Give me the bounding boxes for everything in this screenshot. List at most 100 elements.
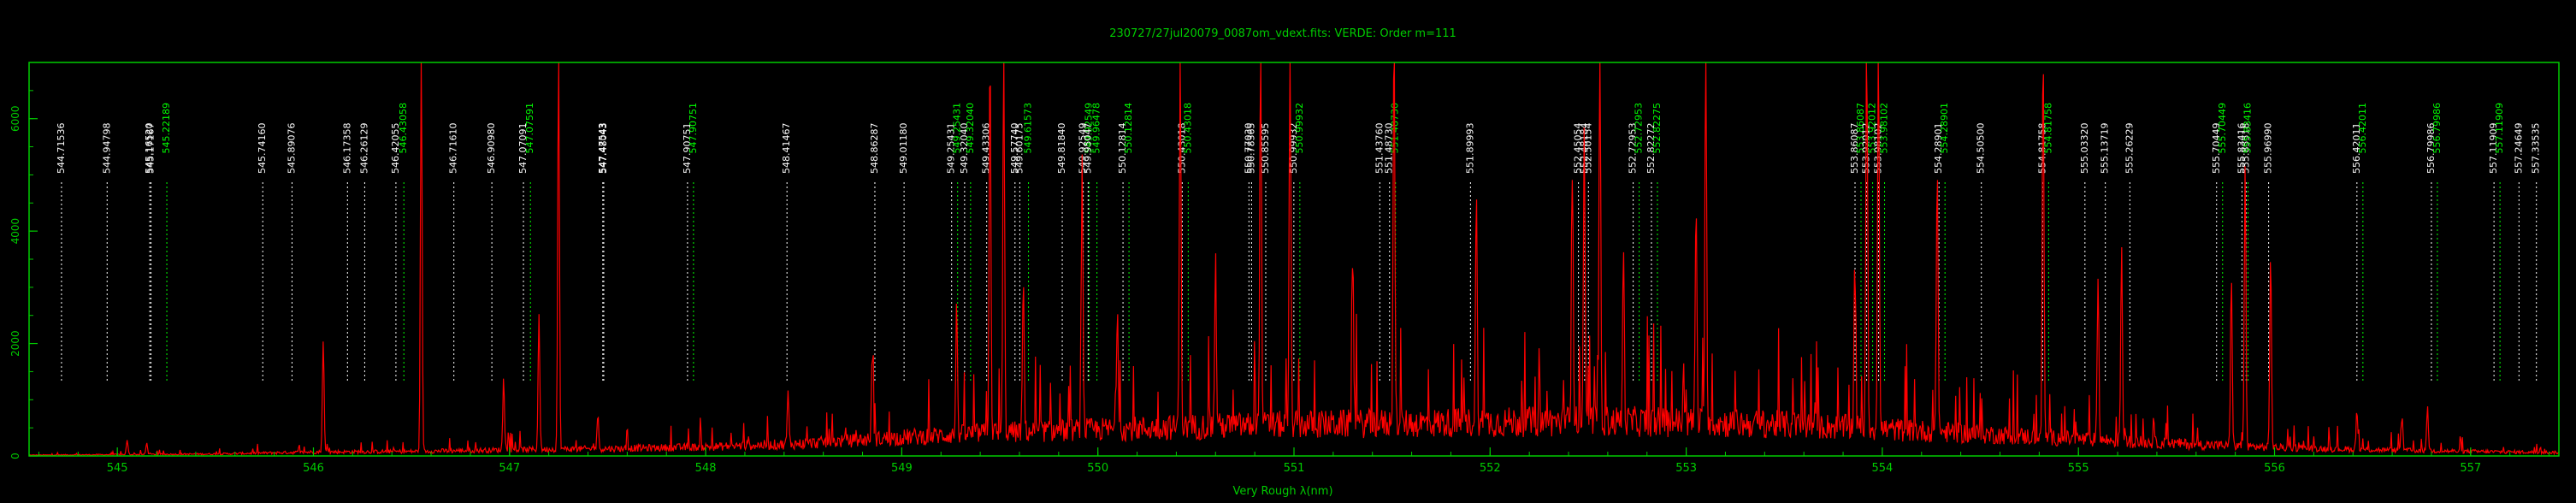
x-tick-label: 556 <box>2264 462 2285 475</box>
line-id-label: 552.82272 <box>1645 123 1657 175</box>
line-id-label: 552.72953 <box>1628 123 1639 175</box>
x-tick-label: 555 <box>2068 462 2089 475</box>
line-id-label: 545.16520 <box>144 123 155 175</box>
line-id-label: 549.92549 <box>1078 123 1089 175</box>
axis-ticks: 545 546 547 548 549 550 551 552 553 554 555 556 557 0… <box>9 90 2550 475</box>
x-tick-label: 554 <box>1871 462 1893 475</box>
line-id-label: 544.71536 <box>56 123 67 175</box>
line-id-label: 550.12814 <box>1123 103 1134 154</box>
line-id-label: 555.03320 <box>2079 123 2090 175</box>
line-id-label: 550.43018 <box>1176 123 1187 175</box>
line-id-label: 554.28901 <box>1939 103 1950 154</box>
x-tick-label: 546 <box>303 462 324 475</box>
line-id-label: 549.95047 <box>1082 123 1093 175</box>
line-id-label: 549.25431 <box>946 123 957 175</box>
line-id-label: 546.71610 <box>448 123 459 175</box>
line-id-label: 547.07591 <box>524 103 535 154</box>
line-id-label: 552.50154 <box>1582 123 1593 175</box>
line-id-label: 549.25431 <box>952 103 963 154</box>
line-id-label: 544.94798 <box>101 123 112 175</box>
line-id-label: 549.61573 <box>1023 103 1034 154</box>
line-id-label: 557.33535 <box>2531 123 2542 175</box>
line-id-label: 549.32040 <box>959 123 970 175</box>
line-id-label: 553.86087 <box>1855 103 1866 154</box>
line-id-label: 545.22189 <box>161 103 172 154</box>
line-id-label: 554.28901 <box>1933 123 1944 175</box>
line-id-label: 548.41467 <box>781 123 792 175</box>
line-id-label: 547.47543 <box>597 123 608 175</box>
line-id-label: 555.70449 <box>2211 123 2222 175</box>
spectrum-series <box>28 62 2560 457</box>
line-id-label: 547.90751 <box>682 123 693 175</box>
line-id-label: 549.57740 <box>1009 123 1020 175</box>
line-id-label: 545.89076 <box>286 123 297 175</box>
line-id-label: 553.98102 <box>1879 103 1890 154</box>
line-id-label: 548.86287 <box>869 122 880 174</box>
line-id-label: 551.89993 <box>1464 123 1475 175</box>
x-tick-label: 550 <box>1087 462 1108 475</box>
y-tick-label: 6000 <box>9 105 21 132</box>
line-id-label: 556.79986 <box>2425 123 2437 175</box>
line-id-label: 549.01180 <box>898 123 909 175</box>
line-id-label: 550.77030 <box>1243 123 1254 175</box>
line-id-label: 555.13719 <box>2100 123 2111 175</box>
x-tick-label: 552 <box>1480 462 1501 475</box>
line-id-label: 555.83416 <box>2236 123 2247 175</box>
line-id-label: 549.81840 <box>1056 123 1067 175</box>
line-id-label: 547.48043 <box>598 123 609 175</box>
line-id-label: 552.45054 <box>1573 123 1584 175</box>
line-id-label: 545.74160 <box>257 123 268 175</box>
line-id-label: 557.24649 <box>2513 123 2524 175</box>
line-id-label: 546.43058 <box>398 103 409 154</box>
line-id-label: 552.72953 <box>1634 103 1645 154</box>
x-tick-label: 547 <box>499 462 520 475</box>
line-id-label: 550.78365 <box>1245 123 1256 175</box>
line-id-label: 546.17358 <box>341 123 352 175</box>
line-id-label: 550.99932 <box>1294 103 1305 154</box>
line-id-label: 556.79986 <box>2431 103 2443 154</box>
y-tick-label: 4000 <box>9 218 21 245</box>
x-tick-label: 557 <box>2460 462 2481 475</box>
line-id-label: 555.85518 <box>2240 123 2251 175</box>
x-tick-label: 553 <box>1675 462 1697 475</box>
line-id-label: 547.90751 <box>688 103 699 154</box>
line-id-label: 555.96990 <box>2263 123 2274 175</box>
x-tick-label: 549 <box>891 462 913 475</box>
x-axis-label: Very Rough λ(nm) <box>1232 485 1332 498</box>
line-id-label: 551.43760 <box>1374 123 1385 175</box>
line-id-label: 555.70449 <box>2217 103 2228 154</box>
x-tick-label: 548 <box>695 462 717 475</box>
line-id-label: 554.81758 <box>2042 103 2053 154</box>
x-tick-label: 545 <box>107 462 128 475</box>
y-tick-label: 2000 <box>9 330 21 357</box>
line-id-label: 549.92549 <box>1084 103 1095 154</box>
y-tick-label: 0 <box>9 453 21 459</box>
line-id-label: 546.26129 <box>358 123 369 175</box>
line-id-label: 555.26229 <box>2124 123 2135 175</box>
line-id-label: 549.96478 <box>1091 103 1102 154</box>
line-id-label: 550.43018 <box>1182 103 1193 154</box>
line-id-label: 556.42011 <box>2351 123 2362 175</box>
line-id-label: 557.11909 <box>2488 123 2499 175</box>
line-id-label: 547.07091 <box>517 123 529 175</box>
x-tick-label: 551 <box>1284 462 1305 475</box>
line-id-label: 549.32040 <box>965 103 976 154</box>
line-id-label: 553.92012 <box>1867 103 1878 154</box>
line-id-label: 556.42011 <box>2357 103 2368 154</box>
line-id-label: 551.48730 <box>1384 123 1395 175</box>
line-id-label: 555.83416 <box>2242 103 2253 154</box>
line-id-label: 546.42055 <box>390 122 401 174</box>
line-id-label: 552.82275 <box>1651 103 1663 154</box>
line-id-label: 545.17167 <box>145 123 157 175</box>
line-id-label: 554.50500 <box>1976 123 1987 175</box>
chart-title: 230727/27jul20079_0087om_vdext.fits: VER… <box>1109 27 1456 40</box>
line-id-label: 546.90980 <box>486 123 497 175</box>
line-id-label: 550.85595 <box>1260 123 1271 175</box>
line-id-label: 553.86087 <box>1849 123 1860 175</box>
line-id-label: 557.11909 <box>2494 103 2505 154</box>
line-id-label: 549.60175 <box>1013 123 1025 175</box>
line-id-label: 550.12814 <box>1117 123 1128 175</box>
